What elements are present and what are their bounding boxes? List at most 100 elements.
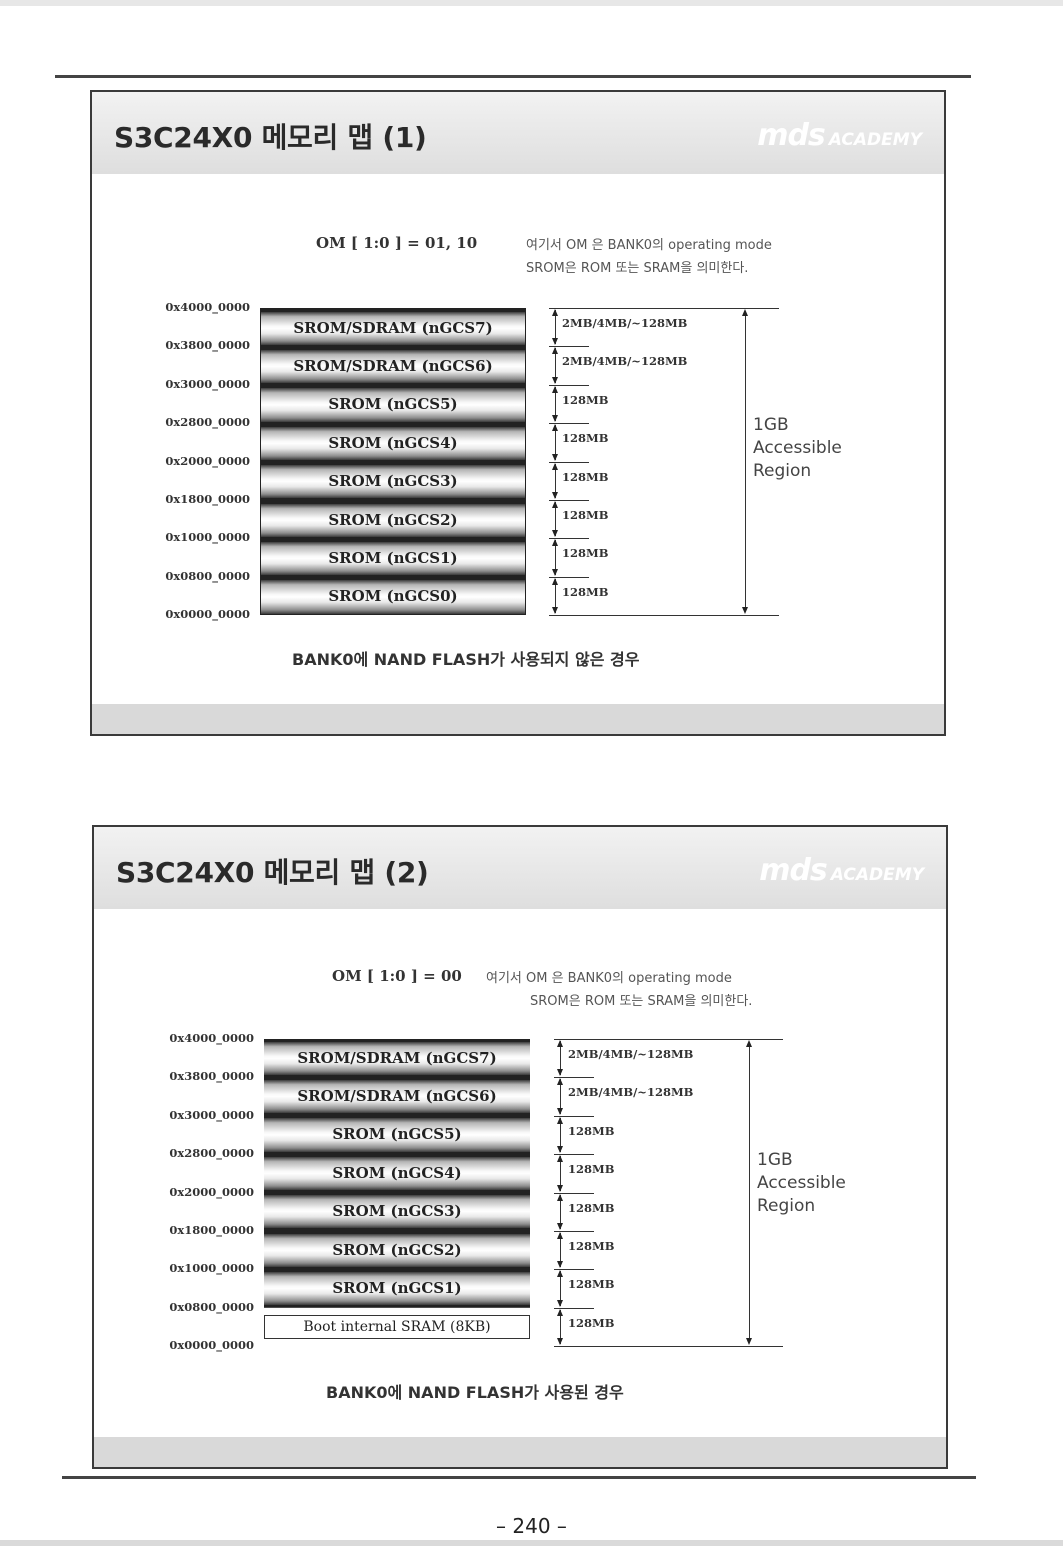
arrow-up-icon — [746, 1040, 752, 1047]
boundary-tick — [549, 308, 779, 309]
logo-word: ACADEMY — [828, 130, 922, 150]
logo-mark: mds — [757, 118, 826, 153]
bank-size-label: 128MB — [562, 584, 609, 599]
boundary-tick — [554, 1039, 783, 1040]
boundary-tick — [549, 384, 589, 386]
bank-size-label: 2MB/4MB/~128MB — [562, 316, 688, 330]
address-label: 0x4000_0000 — [165, 300, 250, 314]
address-label: 0x0800_0000 — [165, 568, 250, 583]
region-label-line: Accessible — [753, 438, 842, 458]
arrow-up-icon — [557, 1155, 563, 1163]
address-label: 0x0000_0000 — [169, 1338, 254, 1353]
memory-bank: SROM (nGCS5) — [261, 388, 525, 422]
logo-mark: mds — [759, 853, 828, 888]
arrow-down-icon — [557, 1184, 563, 1192]
bank-size-label: 128MB — [562, 546, 609, 561]
boundary-tick — [554, 1231, 594, 1232]
slide-memory-map-2: S3C24X0 메모리 맵 (2) mds ACADEMY OM [ 1:0 ] … — [92, 825, 948, 1469]
accessible-region-label: 1GB Accessible Region — [753, 414, 842, 483]
size-dimension-line — [555, 386, 556, 422]
memory-bank: SROM (nGCS4) — [264, 1156, 530, 1190]
size-dimension-line — [555, 310, 556, 345]
bank-size-label: 128MB — [568, 1162, 615, 1177]
memory-bank: SROM (nGCS4) — [261, 426, 525, 460]
size-dimension-line — [560, 1117, 561, 1153]
boundary-tick — [554, 1346, 783, 1348]
boundary-tick — [554, 1269, 594, 1271]
mds-academy-logo: mds ACADEMY — [757, 118, 922, 153]
page-rule-bottom — [62, 1476, 976, 1479]
address-label: 0x1000_0000 — [169, 1261, 254, 1276]
address-label: 0x1800_0000 — [169, 1223, 254, 1237]
om-note-line-1: 여기서 OM 은 BANK0의 operating mode — [486, 971, 732, 986]
arrow-up-icon — [552, 577, 558, 585]
boundary-tick — [549, 576, 589, 578]
arrow-up-icon — [552, 385, 558, 393]
arrow-up-icon — [557, 1078, 563, 1086]
om-note-line-2: SROM은 ROM 또는 SRAM을 의미한다. — [530, 994, 753, 1009]
scan-edge-top — [0, 0, 1063, 6]
memory-bank: SROM (nGCS3) — [264, 1195, 530, 1229]
arrow-down-icon — [746, 1338, 752, 1346]
address-label: 0x3800_0000 — [169, 1069, 254, 1084]
memory-bank: SROM/SDRAM (nGCS6) — [264, 1080, 530, 1114]
address-label: 0x3800_0000 — [165, 338, 250, 353]
memory-bank: SROM/SDRAM (nGCS6) — [261, 350, 525, 384]
arrow-down-icon — [557, 1223, 563, 1230]
arrow-down-icon — [552, 453, 558, 461]
scan-edge-bottom — [0, 1540, 1063, 1546]
arrow-up-icon — [742, 309, 748, 316]
boundary-tick — [549, 346, 589, 348]
address-label: 0x4000_0000 — [169, 1031, 254, 1045]
boundary-tick — [549, 423, 589, 425]
region-label-line: Accessible — [757, 1173, 846, 1193]
arrow-up-icon — [557, 1308, 563, 1316]
size-dimension-line — [555, 578, 556, 614]
size-dimension-line — [555, 348, 556, 383]
slide-title: S3C24X0 메모리 맵 (1) — [114, 121, 427, 154]
bank-size-label: 128MB — [568, 1239, 615, 1253]
bank-size-label: 2MB/4MB/~128MB — [568, 1085, 694, 1100]
memory-bank: SROM/SDRAM (nGCS7) — [261, 311, 525, 345]
boundary-tick — [554, 1307, 594, 1309]
arrow-up-icon — [552, 309, 558, 316]
arrow-up-icon — [552, 424, 558, 432]
arrow-down-icon — [557, 1146, 563, 1154]
size-dimension-line — [555, 540, 556, 575]
address-label: 0x0000_0000 — [165, 607, 250, 622]
region-dimension-line — [745, 312, 746, 612]
region-label-line: 1GB — [757, 1150, 793, 1170]
bank-size-label: 128MB — [568, 1123, 615, 1138]
bank-size-label: 128MB — [562, 508, 609, 522]
slide-title: S3C24X0 메모리 맵 (2) — [116, 856, 429, 889]
arrow-up-icon — [552, 539, 558, 547]
arrow-down-icon — [557, 1261, 563, 1269]
arrow-down-icon — [742, 607, 748, 615]
region-label-line: Region — [753, 461, 812, 481]
memory-bank: SROM (nGCS5) — [264, 1118, 530, 1152]
arrow-down-icon — [552, 530, 558, 538]
arrow-down-icon — [557, 1069, 563, 1077]
accessible-region-label: 1GB Accessible Region — [757, 1149, 846, 1218]
memory-bank: SROM (nGCS1) — [261, 542, 525, 576]
arrow-down-icon — [552, 607, 558, 615]
memory-bank: Boot internal SRAM (8KB) — [264, 1315, 530, 1339]
om-setting-label: OM [ 1:0 ] = 00 — [332, 967, 462, 985]
size-dimension-line — [555, 502, 556, 537]
bank-size-label: 128MB — [568, 1200, 615, 1215]
bank-size-label: 128MB — [568, 1315, 615, 1330]
memory-bank-stack: SROM/SDRAM (nGCS7) SROM/SDRAM (nGCS6) SROM… — [264, 1039, 530, 1347]
slide-header: S3C24X0 메모리 맵 (2) mds ACADEMY — [94, 827, 946, 909]
size-dimension-line — [560, 1194, 561, 1229]
boundary-tick — [554, 1115, 594, 1117]
diagram-caption: BANK0에 NAND FLASH가 사용된 경우 — [326, 1383, 624, 1402]
memory-bank: SROM (nGCS2) — [261, 503, 525, 537]
diagram-caption: BANK0에 NAND FLASH가 사용되지 않은 경우 — [292, 650, 640, 669]
om-note-line-1: 여기서 OM 은 BANK0의 operating mode — [526, 238, 772, 253]
bank-size-label: 128MB — [562, 431, 609, 446]
address-label: 0x0800_0000 — [169, 1299, 254, 1314]
boundary-tick — [549, 500, 589, 501]
arrow-up-icon — [557, 1040, 563, 1047]
slide-footer-band — [94, 1437, 946, 1467]
address-label: 0x3000_0000 — [169, 1107, 254, 1122]
